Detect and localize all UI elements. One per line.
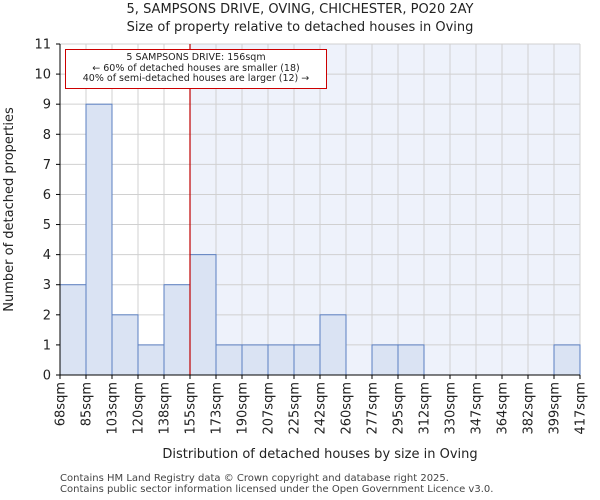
x-tick-label: 312sqm (418, 382, 433, 435)
bar (319, 314, 347, 376)
x-tick-label: 120sqm (132, 382, 147, 435)
x-tick-label: 295sqm (392, 382, 407, 435)
marker-annotation: 5 SAMPSONS DRIVE: 156sqm ← 60% of detach… (65, 49, 327, 89)
highlight-region (190, 44, 580, 375)
annotation-line-3: 40% of semi-detached houses are larger (… (82, 73, 310, 84)
x-tick-label: 242sqm (314, 382, 329, 435)
bar (59, 284, 87, 376)
x-tick-label: 330sqm (444, 382, 459, 435)
x-tick-label: 68sqm (54, 382, 69, 426)
annotation-line-1: 5 SAMPSONS DRIVE: 156sqm (126, 52, 266, 63)
annotation-line-2: ← 60% of detached houses are smaller (18… (92, 62, 300, 74)
chart-subtitle: Size of property relative to detached ho… (126, 20, 474, 35)
footer-line-2: Contains public sector information licen… (60, 484, 494, 495)
y-tick-label: 9 (43, 98, 51, 113)
x-tick-label: 225sqm (288, 382, 303, 435)
y-tick-label: 8 (43, 128, 51, 143)
y-tick-label: 6 (43, 188, 51, 203)
bar (111, 314, 139, 376)
bar (267, 344, 295, 376)
x-tick-label: 260sqm (340, 382, 355, 435)
x-tick-label: 417sqm (574, 382, 589, 435)
bar (215, 344, 243, 376)
x-tick-label: 207sqm (262, 382, 277, 435)
x-tick-label: 173sqm (210, 382, 225, 435)
bar (397, 344, 425, 376)
bar (189, 254, 217, 376)
x-tick-label: 364sqm (496, 382, 511, 435)
y-tick-label: 0 (43, 369, 51, 384)
x-tick-label: 155sqm (184, 382, 199, 435)
x-tick-label: 190sqm (236, 382, 251, 435)
x-axis-label: Distribution of detached houses by size … (162, 447, 477, 462)
x-tick-label: 399sqm (548, 382, 563, 435)
y-tick-label: 11 (34, 38, 51, 53)
bar (241, 344, 269, 376)
bar (137, 344, 165, 376)
x-tick-label: 138sqm (158, 382, 173, 435)
bar (85, 103, 113, 376)
y-tick-label: 2 (43, 308, 51, 323)
x-tick-label: 277sqm (366, 382, 381, 435)
x-tick-label: 103sqm (106, 382, 121, 435)
footer-line-1: Contains HM Land Registry data © Crown c… (60, 473, 449, 484)
y-tick-label: 1 (43, 338, 51, 353)
bar (553, 344, 581, 376)
y-tick-label: 3 (43, 278, 51, 293)
y-tick-label: 5 (43, 218, 51, 233)
x-tick-label: 382sqm (522, 382, 537, 435)
y-tick-label: 4 (43, 248, 51, 263)
x-tick-label: 347sqm (470, 382, 485, 435)
chart-title: 5, SAMPSONS DRIVE, OVING, CHICHESTER, PO… (126, 2, 474, 17)
y-tick-label: 7 (43, 158, 51, 173)
y-axis-label: Number of detached properties (2, 107, 17, 312)
y-tick-label: 10 (34, 68, 51, 83)
bar (371, 344, 399, 376)
bar (163, 284, 191, 376)
x-tick-label: 85sqm (80, 382, 95, 426)
bar (293, 344, 321, 376)
